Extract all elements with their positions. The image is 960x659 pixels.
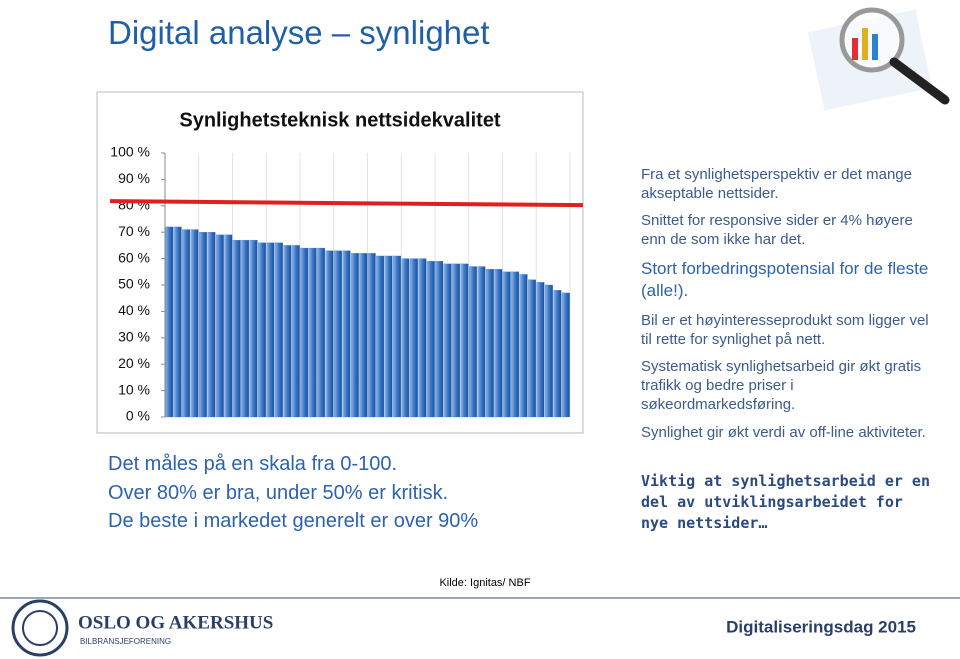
bar [224,234,233,418]
y-tick-label: 90 % [118,170,150,186]
bar [291,245,300,418]
bar [199,232,207,418]
bar [494,269,503,418]
bar [215,234,224,418]
bar [300,247,309,418]
bar [460,263,469,418]
bar [165,226,174,418]
y-tick-label: 80 % [118,197,150,213]
footer-event: Digitaliseringsdag 2015 [726,617,916,636]
right-paragraph: Fra et synlighetsperspektiv er det mange… [641,166,912,202]
bar [334,250,342,418]
right-paragraph: Systematisk synlighetsarbeid gir økt gra… [641,358,922,413]
bar [249,239,258,418]
bar [342,250,351,418]
bar [350,253,359,418]
right-paragraph: Synlighet gir økt verdi av off-line akti… [641,424,926,441]
bar [283,245,292,418]
bar [418,258,427,418]
y-tick-label: 60 % [118,249,150,265]
bar [182,229,191,418]
bar [308,247,317,418]
right-paragraph: Stort forbedringspotensial for de fleste… [641,259,929,300]
bar [469,266,477,418]
bar [325,250,334,418]
left-line: De beste i markedet generelt er over 90% [108,510,479,532]
y-tick-label: 10 % [118,381,150,397]
chart-title: Synlighetsteknisk nettsidekvalitet [179,109,501,131]
bar [435,261,444,418]
bar [393,255,401,418]
logo [11,599,69,657]
bar [317,247,326,418]
bar [266,242,275,418]
right-paragraph: Snittet for responsive sider er 4% høyer… [641,212,913,248]
reference-line [109,199,584,208]
bar [173,226,182,418]
bar [359,253,368,418]
bar [367,253,376,418]
bar [207,232,216,418]
bar [553,290,562,418]
y-tick-label: 100 % [110,144,150,160]
y-tick-label: 50 % [118,276,150,292]
bar [232,239,241,418]
bar [511,271,520,418]
bar [502,271,511,418]
bar [376,255,385,418]
bar [258,242,266,418]
left-line: Over 80% er bra, under 50% er kritisk. [108,482,449,504]
slide-title: Digital analyse – synlighet [108,14,490,51]
y-tick-label: 70 % [118,223,150,239]
bar [274,242,283,418]
y-tick-label: 20 % [118,355,150,371]
footer-org-sub: BILBRANSJEFORENING [80,637,171,646]
magnifier-icon [807,7,950,111]
footer-org: OSLO OG AKERSHUS [78,612,273,633]
bar [426,261,435,418]
left-line: Det måles på en skala fra 0-100. [108,453,398,475]
bar [190,229,199,418]
bar [384,255,393,418]
bar [401,258,410,418]
bar [485,269,494,418]
bar [544,284,553,418]
bar [561,292,570,418]
bar [443,263,452,418]
bar [528,279,536,418]
right-paragraph: Bil er et høyinteresseprodukt som ligger… [641,312,929,348]
bar [452,263,461,418]
y-tick-label: 0 % [126,408,150,424]
bar [536,282,545,418]
source: Kilde: Ignitas/ NBF [439,577,530,589]
right-paragraph: Viktig at synlighetsarbeid er en del av … [641,472,930,532]
y-tick-label: 40 % [118,302,150,318]
bar [409,258,418,418]
y-tick-label: 30 % [118,329,150,345]
bar [519,274,528,418]
bar [477,266,486,418]
bar [241,239,250,418]
